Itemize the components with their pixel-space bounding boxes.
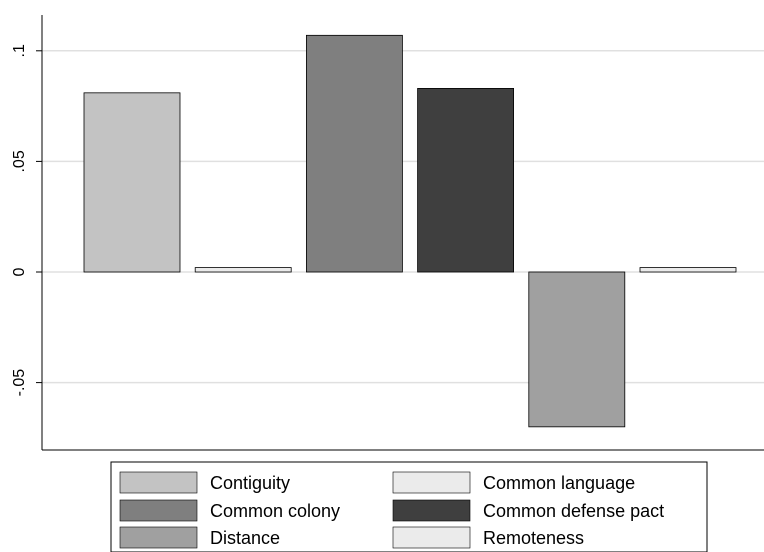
legend-swatch xyxy=(392,526,471,549)
y-tick-label: .1 xyxy=(11,44,28,57)
bar-contiguity xyxy=(83,92,181,273)
bars xyxy=(83,34,737,428)
bar-common-colony xyxy=(305,34,403,273)
legend-label: Common defense pact xyxy=(483,501,664,521)
y-tick-label: 0 xyxy=(11,267,28,276)
bar-common-defense-pact xyxy=(417,88,515,273)
legend-swatch xyxy=(392,471,471,494)
legend-label: Contiguity xyxy=(210,473,290,493)
legend-swatch xyxy=(392,499,471,522)
legend-swatch xyxy=(119,471,198,494)
y-ticks: -.05 0 .05 .1 xyxy=(11,44,42,396)
y-tick-label: .05 xyxy=(11,150,28,172)
bar-remoteness xyxy=(639,267,737,273)
legend-label: Distance xyxy=(210,528,280,548)
legend-label: Common colony xyxy=(210,501,340,521)
legend-swatch xyxy=(119,526,198,549)
y-tick-label: -.05 xyxy=(11,369,28,397)
legend-label: Common language xyxy=(483,473,635,493)
bar-common-language xyxy=(194,267,292,273)
bar-distance xyxy=(528,271,626,428)
legend-swatch xyxy=(119,499,198,522)
legend-label: Remoteness xyxy=(483,528,584,548)
legend: Contiguity Common language Common colony Co… xyxy=(119,471,664,549)
